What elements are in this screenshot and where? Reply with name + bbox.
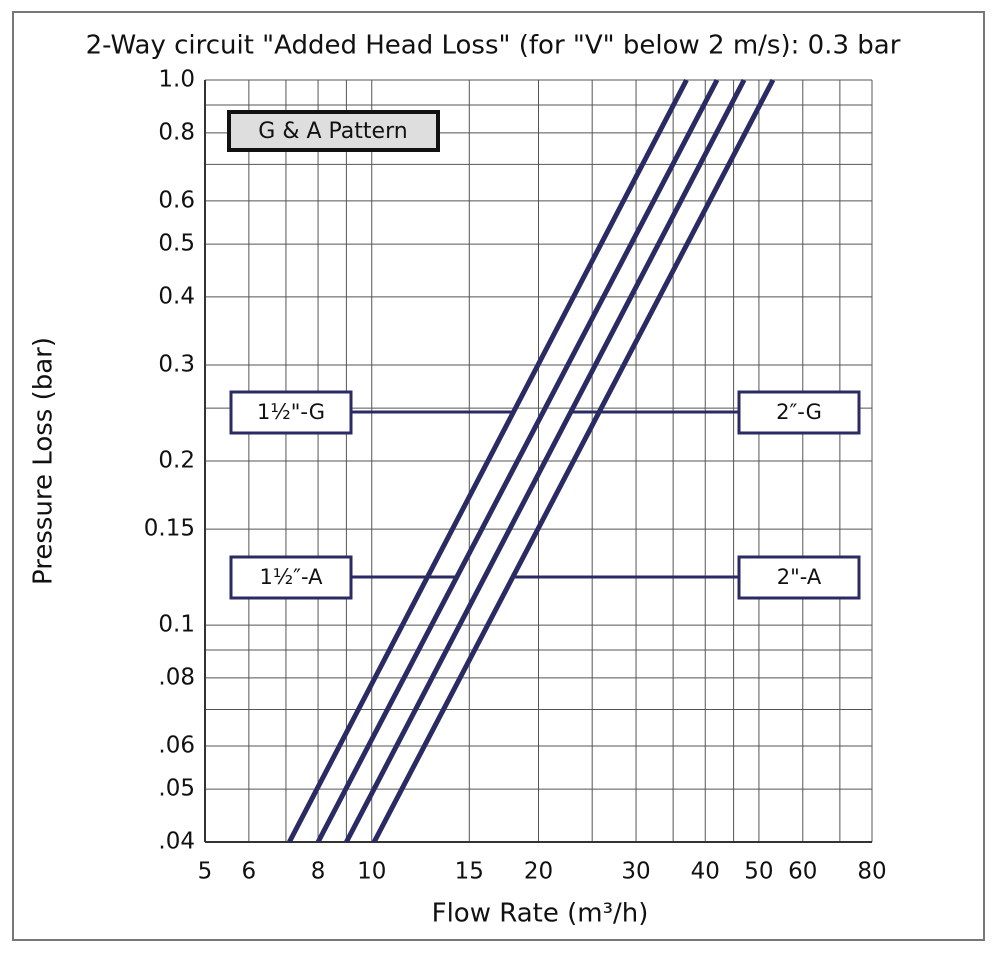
annotation-box <box>227 110 440 152</box>
series-line <box>287 78 689 844</box>
legend-label: 2"-A <box>777 565 822 589</box>
legend-box <box>737 555 861 600</box>
y-tick-label: .04 <box>158 829 195 855</box>
x-axis-label: Flow Rate (m³/h) <box>432 899 649 929</box>
y-tick-label: 0.4 <box>158 283 195 309</box>
series-line <box>315 78 720 844</box>
page-border <box>12 11 985 941</box>
y-tick-label: 0.2 <box>158 448 195 474</box>
x-tick-label: 40 <box>691 859 720 885</box>
y-tick-label: .08 <box>158 664 195 690</box>
x-tick-label: 30 <box>621 859 650 885</box>
chart-title: 2-Way circuit "Added Head Loss" (for "V"… <box>86 31 901 61</box>
y-tick-label: 0.15 <box>144 516 195 542</box>
x-tick-label: 8 <box>311 859 326 885</box>
legend-box <box>737 390 861 435</box>
series-line <box>344 78 747 844</box>
x-tick-label: 20 <box>524 859 553 885</box>
y-tick-label: 0.5 <box>158 231 195 257</box>
y-tick-label: 0.3 <box>158 352 195 378</box>
x-tick-label: 15 <box>455 859 484 885</box>
legend-box <box>229 390 353 435</box>
legend-label: 1½"-G <box>257 400 325 424</box>
y-tick-label: 0.8 <box>158 119 195 145</box>
x-tick-label: 10 <box>357 859 386 885</box>
y-tick-label: 0.1 <box>158 612 195 638</box>
y-tick-label: .06 <box>158 733 195 759</box>
annotation: G & A Pattern <box>258 119 407 144</box>
x-tick-label: 5 <box>198 859 213 885</box>
x-tick-label: 60 <box>788 859 817 885</box>
y-axis-label: Pressure Loss (bar) <box>29 337 59 585</box>
legend-label: 2″-G <box>776 400 822 424</box>
y-tick-label: .05 <box>158 776 195 802</box>
x-tick-label: 80 <box>857 859 886 885</box>
y-tick-label: 0.6 <box>158 187 195 213</box>
legend-label: 1½″-A <box>259 565 323 589</box>
y-tick-label: 1.0 <box>158 67 195 93</box>
legend-box <box>229 555 353 600</box>
x-tick-label: 50 <box>744 859 773 885</box>
x-tick-label: 6 <box>242 859 257 885</box>
series-line <box>371 78 776 844</box>
